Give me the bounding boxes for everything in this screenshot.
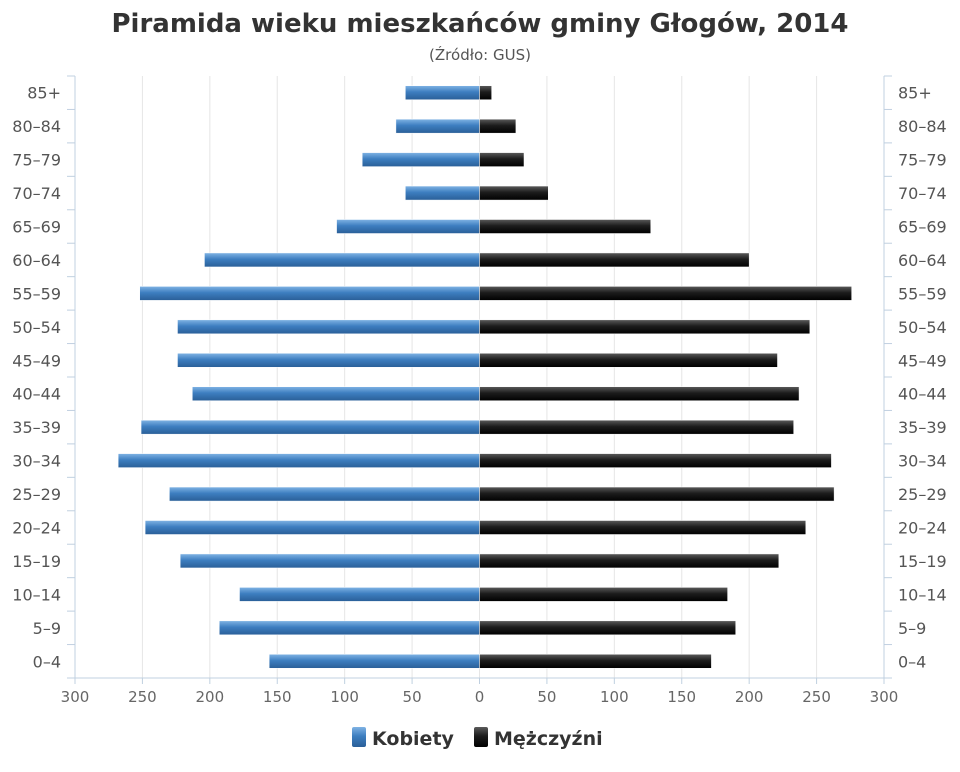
bar-kobiety-70-74 bbox=[405, 185, 480, 201]
bar-kobiety-75-79 bbox=[361, 152, 480, 167]
y-tick-label-left: 35–39 bbox=[12, 418, 61, 437]
y-tick-label-left: 20–24 bbox=[12, 519, 61, 538]
bar-mezczyzni-70-74 bbox=[479, 185, 549, 201]
bar-kobiety-35-39 bbox=[140, 419, 480, 435]
y-tick-label-left: 60–64 bbox=[12, 251, 61, 270]
y-tick-label-right: 65–69 bbox=[898, 218, 947, 237]
bar-kobiety-80-84 bbox=[395, 118, 480, 134]
legend-label-1: Mężczyźni bbox=[494, 728, 603, 750]
y-tick-label-right: 50–54 bbox=[898, 318, 947, 337]
bar-kobiety-25-29 bbox=[169, 486, 480, 502]
bar-mezczyzni-45-49 bbox=[479, 353, 778, 368]
x-tick-label: 200 bbox=[196, 688, 225, 706]
y-tick-label-left: 0–4 bbox=[33, 652, 61, 671]
x-tick-label: 50 bbox=[403, 688, 422, 706]
x-tick-label: 250 bbox=[128, 688, 157, 706]
legend-swatch-1 bbox=[474, 727, 488, 747]
bars bbox=[117, 85, 852, 669]
y-tick-label-left: 30–34 bbox=[12, 452, 61, 471]
y-tick-label-left: 70–74 bbox=[12, 184, 61, 203]
y-tick-label-right: 25–29 bbox=[898, 485, 947, 504]
bar-kobiety-0-4 bbox=[268, 654, 480, 669]
y-tick-label-right: 70–74 bbox=[898, 184, 947, 203]
bar-kobiety-30-34 bbox=[117, 453, 480, 468]
legend-swatch-0 bbox=[352, 727, 366, 747]
x-tick-label: 100 bbox=[330, 688, 359, 706]
y-tick-label-left: 55–59 bbox=[12, 284, 61, 303]
bar-kobiety-10-14 bbox=[239, 587, 480, 602]
bar-mezczyzni-50-54 bbox=[479, 319, 811, 335]
legend-label-0: Kobiety bbox=[372, 728, 455, 750]
y-tick-label-left: 40–44 bbox=[12, 385, 61, 404]
y-tick-label-right: 85+ bbox=[898, 84, 932, 103]
chart-subtitle: (Źródło: GUS) bbox=[429, 45, 531, 64]
x-tick-label: 200 bbox=[735, 688, 764, 706]
bar-mezczyzni-30-34 bbox=[479, 453, 832, 468]
x-tick-label: 150 bbox=[667, 688, 696, 706]
y-tick-label-right: 15–19 bbox=[898, 552, 947, 571]
bar-mezczyzni-60-64 bbox=[479, 252, 750, 268]
y-tick-label-left: 50–54 bbox=[12, 318, 61, 337]
bar-mezczyzni-35-39 bbox=[479, 419, 794, 435]
chart-title: Piramida wieku mieszkańców gminy Głogów,… bbox=[111, 9, 848, 39]
bar-mezczyzni-25-29 bbox=[479, 486, 835, 502]
bar-kobiety-60-64 bbox=[204, 252, 480, 268]
bar-mezczyzni-15-19 bbox=[479, 553, 780, 569]
y-tick-label-right: 45–49 bbox=[898, 351, 947, 370]
y-tick-label-left: 75–79 bbox=[12, 151, 61, 170]
bar-kobiety-15-19 bbox=[179, 553, 480, 569]
y-tick-label-left: 65–69 bbox=[12, 218, 61, 237]
tick-labels: 85+ 85+ 80–84 80–84 75–79 75–79 70–74 70–74 65–6… bbox=[12, 84, 946, 706]
legend: Kobiety Mężczyźni bbox=[352, 727, 603, 750]
y-tick-label-right: 60–64 bbox=[898, 251, 947, 270]
y-tick-label-right: 30–34 bbox=[898, 452, 947, 471]
y-tick-label-right: 80–84 bbox=[898, 117, 947, 136]
x-tick-label: 300 bbox=[870, 688, 899, 706]
bar-kobiety-55-59 bbox=[139, 286, 480, 301]
y-tick-label-left: 10–14 bbox=[12, 585, 61, 604]
y-tick-label-right: 75–79 bbox=[898, 151, 947, 170]
x-tick-label: 150 bbox=[263, 688, 292, 706]
bar-kobiety-20-24 bbox=[144, 520, 480, 535]
x-tick-label: 100 bbox=[600, 688, 629, 706]
y-tick-label-right: 55–59 bbox=[898, 284, 947, 303]
y-tick-label-right: 10–14 bbox=[898, 585, 947, 604]
y-tick-label-right: 40–44 bbox=[898, 385, 947, 404]
x-tick-label: 300 bbox=[61, 688, 90, 706]
y-tick-label-left: 80–84 bbox=[12, 117, 61, 136]
bar-mezczyzni-0-4 bbox=[479, 654, 712, 669]
bar-mezczyzni-55-59 bbox=[479, 286, 852, 301]
bar-mezczyzni-5-9 bbox=[479, 620, 736, 636]
x-tick-label: 0 bbox=[475, 688, 485, 706]
bar-kobiety-45-49 bbox=[177, 353, 480, 368]
bar-kobiety-5-9 bbox=[219, 620, 480, 636]
y-tick-label-left: 5–9 bbox=[33, 619, 61, 638]
grid-lines bbox=[67, 75, 892, 684]
bar-mezczyzni-65-69 bbox=[479, 219, 651, 234]
bar-kobiety-40-44 bbox=[192, 386, 480, 401]
bar-mezczyzni-10-14 bbox=[479, 587, 728, 602]
bar-kobiety-85+ bbox=[405, 85, 480, 100]
y-tick-label-left: 25–29 bbox=[12, 485, 61, 504]
y-tick-label-left: 85+ bbox=[27, 84, 61, 103]
bar-mezczyzni-75-79 bbox=[479, 152, 525, 167]
x-tick-label: 250 bbox=[802, 688, 831, 706]
bar-kobiety-50-54 bbox=[177, 319, 480, 335]
x-tick-label: 50 bbox=[537, 688, 556, 706]
y-tick-label-left: 15–19 bbox=[12, 552, 61, 571]
y-tick-label-right: 5–9 bbox=[898, 619, 926, 638]
bar-mezczyzni-20-24 bbox=[479, 520, 807, 535]
y-tick-label-right: 35–39 bbox=[898, 418, 947, 437]
y-tick-label-right: 20–24 bbox=[898, 519, 947, 538]
y-tick-label-left: 45–49 bbox=[12, 351, 61, 370]
bar-mezczyzni-80-84 bbox=[479, 118, 517, 134]
bar-mezczyzni-85+ bbox=[479, 85, 492, 100]
y-tick-label-right: 0–4 bbox=[898, 652, 926, 671]
bar-mezczyzni-40-44 bbox=[479, 386, 800, 401]
bar-kobiety-65-69 bbox=[336, 219, 480, 234]
